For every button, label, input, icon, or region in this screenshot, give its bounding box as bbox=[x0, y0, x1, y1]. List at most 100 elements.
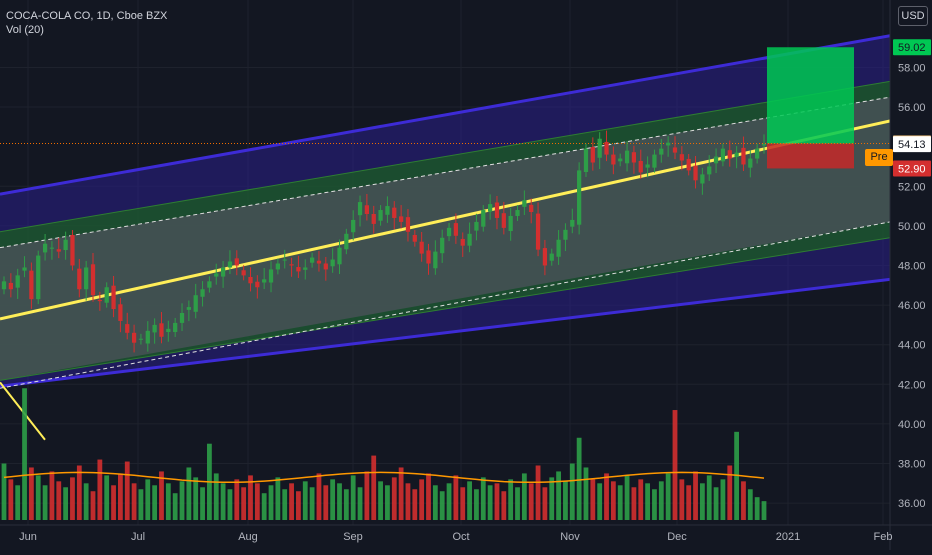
price-tag-red bbox=[893, 160, 931, 177]
candle-body bbox=[309, 257, 315, 263]
candle-body bbox=[166, 328, 171, 333]
candle-body bbox=[227, 261, 233, 268]
volume-bar bbox=[604, 473, 609, 520]
candle-body bbox=[84, 267, 89, 290]
volume-bar bbox=[302, 481, 308, 520]
volume-bar bbox=[699, 483, 705, 520]
candle-body bbox=[220, 267, 226, 277]
candle-body bbox=[542, 248, 548, 266]
volume-bar bbox=[8, 479, 14, 520]
volume-bar bbox=[658, 481, 664, 520]
currency-button[interactable]: USD bbox=[898, 6, 928, 26]
volume-bar bbox=[186, 467, 192, 520]
candle-body bbox=[8, 282, 13, 290]
volume-bar bbox=[371, 455, 377, 520]
outer-lower-line bbox=[0, 277, 891, 388]
volume-bar bbox=[569, 463, 575, 520]
volume-bar bbox=[118, 473, 123, 520]
candle-body bbox=[474, 221, 479, 231]
candle-body bbox=[159, 323, 164, 337]
time-tick-label: Feb bbox=[874, 531, 893, 543]
candle-body bbox=[529, 204, 534, 213]
candle-body bbox=[337, 247, 342, 265]
volume-bar bbox=[261, 493, 267, 520]
volume-bar bbox=[28, 467, 34, 520]
price-tag-current bbox=[893, 136, 931, 153]
candle-body bbox=[638, 160, 643, 173]
volume-bar bbox=[693, 471, 698, 520]
candle-body bbox=[666, 142, 671, 146]
volume-bar bbox=[405, 483, 411, 520]
volume-indicator-label[interactable]: Vol (20) bbox=[6, 24, 44, 36]
middle-channel-fill bbox=[0, 97, 890, 381]
candle-body bbox=[351, 219, 356, 233]
price-tick-label: 48.00 bbox=[898, 260, 926, 272]
volume-bar bbox=[741, 481, 746, 520]
volume-bar bbox=[254, 483, 260, 520]
candle-body bbox=[693, 165, 698, 181]
candle-body bbox=[618, 158, 623, 162]
volume-bar bbox=[241, 487, 247, 520]
candle-body bbox=[508, 215, 513, 232]
volume-bar bbox=[679, 479, 685, 520]
candle-body bbox=[303, 267, 308, 270]
dashed-lower-line bbox=[0, 221, 891, 389]
candle-body bbox=[364, 205, 370, 214]
volume-bar bbox=[330, 479, 336, 520]
symbol-title[interactable]: COCA-COLA CO, 1D, Cboe BZX bbox=[6, 10, 168, 22]
volume-bar bbox=[713, 487, 719, 520]
time-tick-label: Jul bbox=[131, 531, 145, 543]
volume-bar bbox=[542, 487, 548, 520]
inner-lower-line bbox=[0, 237, 891, 381]
candle-body bbox=[515, 210, 520, 216]
candle-body bbox=[248, 276, 253, 284]
volume-bar bbox=[391, 477, 397, 520]
candle-body bbox=[761, 144, 767, 146]
volume-bar bbox=[337, 483, 342, 520]
chart-legend: COCA-COLA CO, 1D, Cboe BZX Vol (20) bbox=[6, 9, 167, 37]
candle-body bbox=[494, 202, 500, 218]
candle-body bbox=[433, 251, 438, 269]
volume-bar bbox=[487, 485, 493, 520]
candle-body bbox=[453, 223, 459, 236]
candle-body bbox=[611, 154, 616, 165]
candle-body bbox=[748, 158, 753, 168]
volume-bar bbox=[549, 477, 555, 520]
candle-body bbox=[556, 239, 561, 257]
candle-body bbox=[481, 210, 486, 227]
volume-bar bbox=[747, 489, 753, 520]
volume-bar bbox=[528, 483, 534, 520]
volume-bar bbox=[645, 483, 650, 520]
candle-body bbox=[268, 269, 274, 283]
candle-body bbox=[56, 249, 61, 252]
candle-body bbox=[405, 217, 411, 232]
candle-body bbox=[707, 166, 712, 175]
volume-bar bbox=[672, 410, 678, 520]
time-tick-label: 2021 bbox=[776, 531, 800, 543]
candle-body bbox=[412, 234, 417, 242]
price-axis-bg bbox=[890, 0, 932, 550]
volume-bar bbox=[576, 437, 582, 520]
candle-body bbox=[104, 287, 109, 303]
price-tick-label: 52.00 bbox=[898, 181, 926, 193]
candle-body bbox=[42, 243, 48, 253]
candle-body bbox=[727, 150, 732, 159]
candle-body bbox=[488, 204, 493, 212]
volume-bar bbox=[70, 477, 75, 520]
candle-body bbox=[118, 304, 123, 321]
price-tick-label: 36.00 bbox=[898, 498, 926, 510]
time-tick-label: Nov bbox=[560, 531, 580, 543]
volume-bar bbox=[15, 485, 21, 520]
candle-body bbox=[734, 152, 739, 157]
volume-bar bbox=[426, 473, 431, 520]
volume-bar bbox=[289, 483, 294, 520]
volume-bar bbox=[727, 465, 733, 520]
candle-body bbox=[679, 154, 684, 161]
candle-body bbox=[152, 324, 157, 333]
candle-body bbox=[624, 150, 630, 164]
volume-bar bbox=[165, 483, 171, 520]
volume-bar bbox=[720, 479, 726, 520]
volume-bar bbox=[508, 479, 514, 520]
